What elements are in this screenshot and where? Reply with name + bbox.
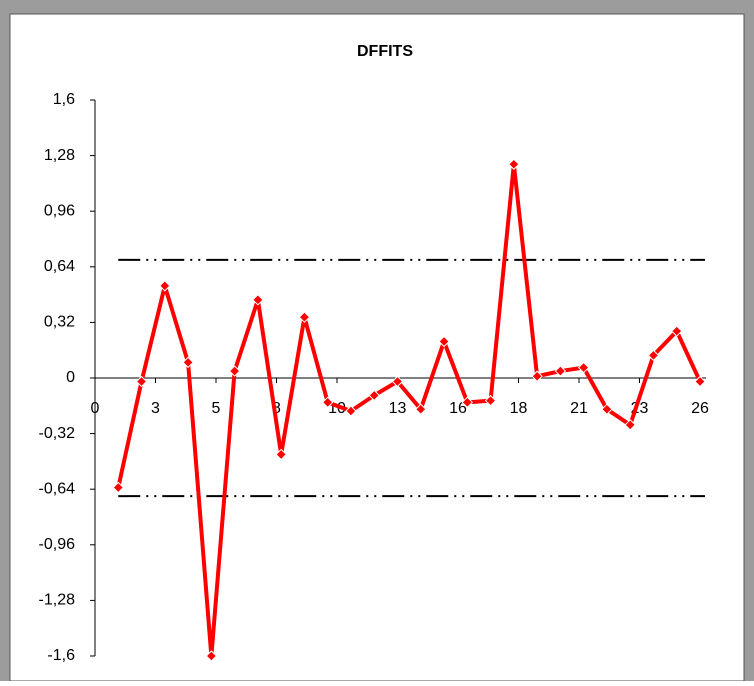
x-tick-label: 16 (449, 400, 467, 417)
x-tick-label: 3 (151, 400, 160, 417)
data-point (391, 375, 404, 388)
data-point (205, 650, 218, 662)
x-tick-label: 8 (272, 400, 281, 417)
y-tick-label: 1,28 (44, 147, 75, 164)
y-tick-label: 0,64 (44, 258, 75, 275)
data-point (601, 403, 613, 415)
data-point (298, 311, 311, 323)
data-point (508, 158, 520, 170)
x-tick-label: 0 (91, 400, 100, 417)
x-tick-label: 5 (212, 400, 221, 417)
x-tick-label: 13 (389, 400, 407, 417)
data-point (345, 405, 357, 417)
data-point (159, 280, 171, 292)
y-tick-label: -0,64 (39, 480, 76, 497)
data-point (438, 335, 450, 348)
data-point (275, 448, 287, 461)
data-point (112, 481, 124, 494)
data-point (531, 370, 543, 382)
y-tick-label: -0,32 (39, 425, 76, 442)
data-point (461, 396, 474, 409)
data-point (694, 375, 706, 388)
y-tick-label: 0,96 (44, 202, 75, 219)
y-tick-label: 0,32 (44, 314, 75, 331)
x-tick-label: 18 (510, 400, 528, 417)
data-point (554, 365, 567, 377)
data-point (484, 394, 497, 407)
data-point (228, 365, 241, 377)
data-line (116, 162, 702, 658)
plot-background (9, 13, 745, 682)
y-tick-label: -1,6 (47, 647, 75, 664)
x-tick-label: 21 (570, 400, 588, 417)
data-point (647, 349, 660, 362)
data-point (577, 361, 590, 374)
y-tick-label: 1,6 (53, 91, 75, 108)
chart-title: DFFITS (357, 43, 413, 60)
data-point (182, 356, 194, 369)
x-tick-label: 26 (691, 400, 709, 417)
y-tick-label: -0,96 (39, 536, 76, 553)
data-point (321, 396, 334, 409)
data-point (368, 389, 380, 402)
data-point (624, 419, 636, 431)
y-tick-label: 0 (66, 369, 75, 386)
y-tick-label: -1,28 (39, 592, 76, 609)
data-point (671, 325, 683, 337)
data-point (252, 294, 264, 306)
data-point (415, 403, 427, 415)
data-point (135, 375, 148, 388)
